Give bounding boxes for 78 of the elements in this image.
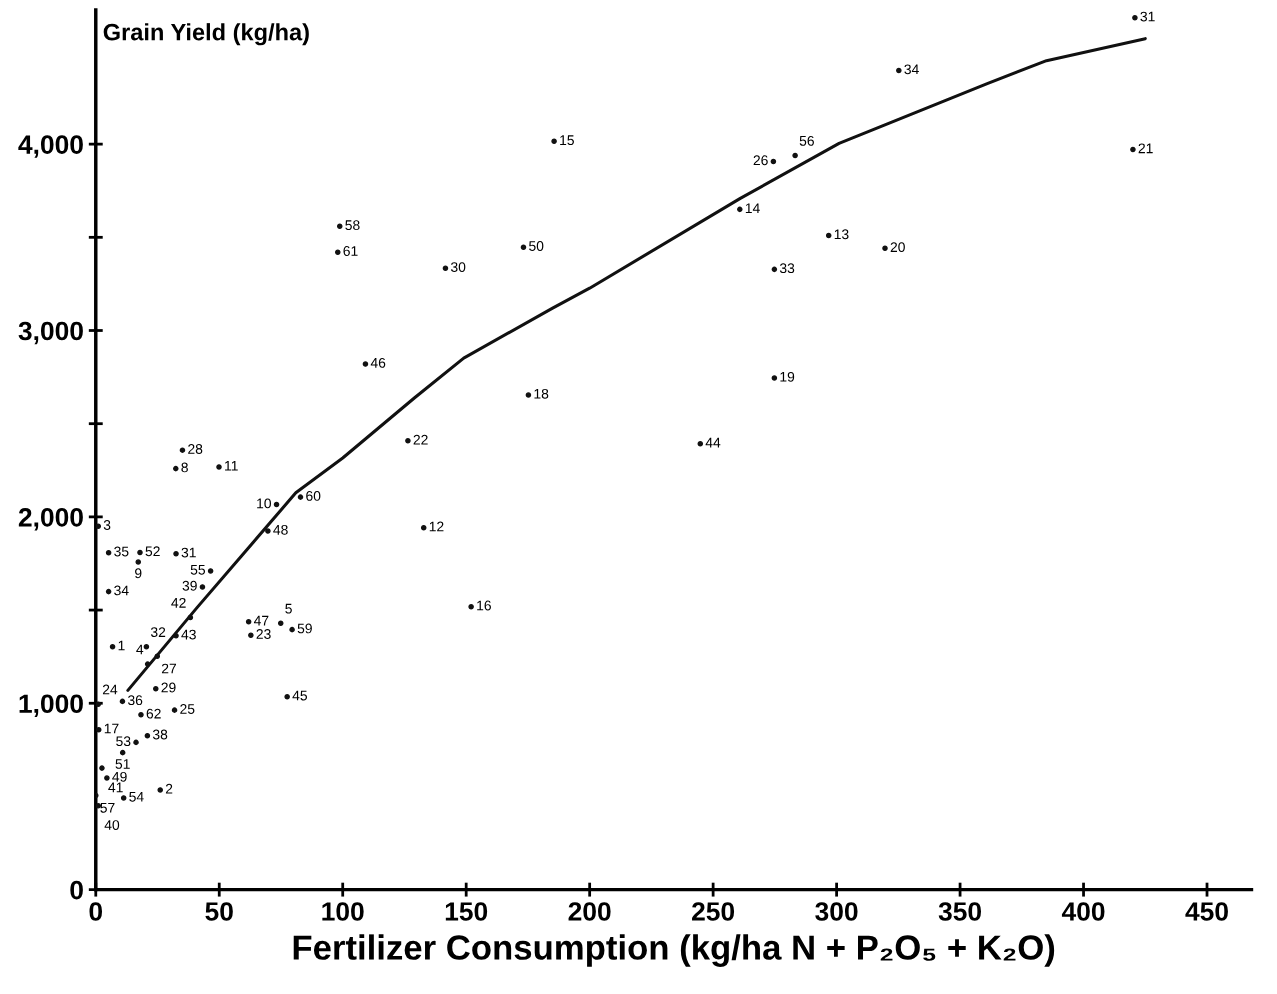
annotation: 44 xyxy=(705,437,721,448)
annotation: 19 xyxy=(780,371,795,382)
annotation: 8 xyxy=(181,462,188,473)
annotation: 54 xyxy=(129,791,144,802)
annotation: 9 xyxy=(135,568,142,579)
annotation: 41 xyxy=(108,782,123,793)
annotation: 15 xyxy=(560,135,574,146)
annotation: 52 xyxy=(145,546,160,557)
x-tick-label: 200 xyxy=(568,902,611,921)
y-tick-label: 1,000 xyxy=(19,694,83,717)
annotation: 45 xyxy=(292,690,308,701)
annotation: 26 xyxy=(753,155,768,166)
annotation: 46 xyxy=(370,357,386,368)
annotation: 59 xyxy=(297,623,312,634)
annotation: 50 xyxy=(529,241,544,251)
x-tick-label: 250 xyxy=(692,902,735,921)
annotation: 23 xyxy=(256,629,271,639)
annotation: 18 xyxy=(534,388,549,399)
annotation: 32 xyxy=(150,627,166,638)
annotation: 53 xyxy=(116,736,131,747)
annotation: 62 xyxy=(146,708,161,719)
x-axis-title: Fertilizer Consumption (kg/ha N + P₂O₅ + K₂O) xyxy=(293,934,1055,967)
annotation: 25 xyxy=(180,704,195,714)
annotation: 56 xyxy=(799,135,814,146)
annotation: 22 xyxy=(413,434,428,445)
annotation: 31 xyxy=(181,547,196,558)
annotation: 33 xyxy=(779,263,795,274)
annotation: 42 xyxy=(171,597,186,608)
annotation: 36 xyxy=(127,695,143,706)
x-tick-label: 0 xyxy=(89,902,103,921)
x-tick-label: 150 xyxy=(445,902,488,921)
annotation: 24 xyxy=(102,684,118,695)
annotation: 61 xyxy=(343,246,358,256)
y-tick-label: 2,000 xyxy=(18,508,83,531)
y-tick-label: 3,000 xyxy=(18,321,83,345)
annotation: 34 xyxy=(114,585,129,596)
annotation: 12 xyxy=(429,521,444,532)
annotation: 60 xyxy=(306,491,321,501)
annotation: 20 xyxy=(890,242,905,253)
annotation: 40 xyxy=(104,820,120,830)
y-tick-label: 0 xyxy=(70,880,83,900)
annotation: 58 xyxy=(345,220,360,231)
annotation: 47 xyxy=(253,615,269,626)
annotation: 35 xyxy=(114,546,129,557)
annotation: 48 xyxy=(273,524,288,535)
annotation: 16 xyxy=(477,600,491,611)
annotation: 55 xyxy=(190,564,206,575)
annotation: 21 xyxy=(1138,143,1153,154)
x-tick-label: 400 xyxy=(1061,902,1105,921)
annotation: 13 xyxy=(834,229,849,240)
annotation: 57 xyxy=(100,803,115,813)
annotation: 38 xyxy=(152,729,168,740)
y-axis-title: Grain Yield (kg/ha) xyxy=(103,23,309,46)
x-tick-label: 450 xyxy=(1185,902,1228,921)
annotation: 3 xyxy=(103,520,111,530)
annotation: 10 xyxy=(257,498,271,509)
annotation: 28 xyxy=(188,444,203,454)
annotation: 11 xyxy=(225,460,238,471)
annotation: 5 xyxy=(285,603,292,614)
annotation: 27 xyxy=(161,663,177,674)
annotation: 51 xyxy=(115,759,130,769)
x-tick-label: 100 xyxy=(322,902,364,921)
x-tick-label: 300 xyxy=(815,902,858,921)
annotation: 2 xyxy=(165,783,173,794)
x-tick-label: 50 xyxy=(205,902,233,921)
annotation: 1 xyxy=(118,640,125,651)
annotation: 49 xyxy=(112,771,127,782)
annotation: 34 xyxy=(904,64,919,75)
annotation: 14 xyxy=(745,203,760,213)
y-tick-label: 4,000 xyxy=(18,135,83,158)
annotation: 29 xyxy=(161,682,176,693)
annotation: 17 xyxy=(104,723,119,734)
x-tick-label: 350 xyxy=(938,902,981,921)
annotation: 31 xyxy=(1140,11,1155,22)
annotation: 39 xyxy=(182,580,197,591)
annotation: 4 xyxy=(136,644,144,655)
annotation: 43 xyxy=(181,629,196,640)
annotation: 30 xyxy=(450,262,466,272)
